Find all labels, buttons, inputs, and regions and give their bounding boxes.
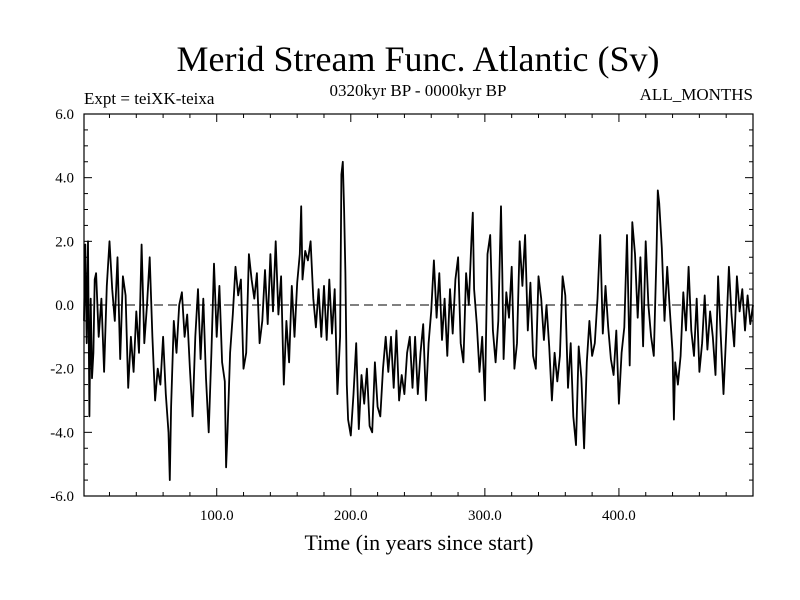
y-tick-label: -6.0 (50, 489, 74, 505)
x-axis-title: Time (in years since start) (305, 530, 534, 555)
months-label: ALL_MONTHS (640, 85, 753, 104)
x-tick-label: 100.0 (200, 508, 234, 524)
data-line (83, 160, 754, 481)
x-tick-label: 200.0 (334, 508, 368, 524)
x-tick-label: 300.0 (468, 508, 502, 524)
chart-title: Merid Stream Func. Atlantic (Sv) (177, 39, 660, 79)
experiment-label: Expt = teiXK-teixa (84, 89, 215, 108)
y-tick-label: 4.0 (55, 171, 74, 187)
y-tick-label: 6.0 (55, 107, 74, 123)
x-axis: 100.0 200.0 300.0 400.0 (108, 114, 727, 524)
y-tick-label: -4.0 (50, 425, 74, 441)
y-tick-label: 0.0 (55, 298, 74, 314)
y-tick-label: -2.0 (50, 362, 74, 378)
x-tick-label: 400.0 (602, 508, 636, 524)
y-tick-label: 2.0 (55, 234, 74, 250)
period-label: 0320kyr BP - 0000kyr BP (330, 81, 507, 100)
